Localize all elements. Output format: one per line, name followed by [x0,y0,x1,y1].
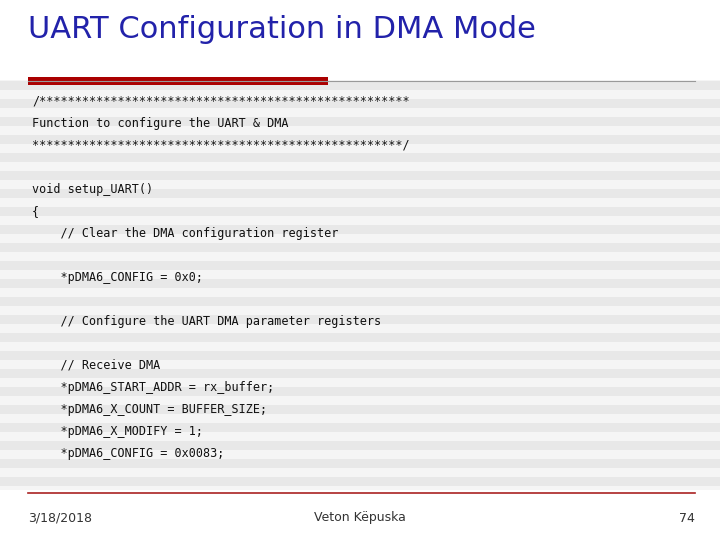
Bar [0,288,720,297]
Bar [0,90,720,99]
Bar [0,18,720,27]
Bar [0,486,720,495]
Bar [0,531,720,540]
Bar [0,144,720,153]
Text: UART Configuration in DMA Mode: UART Configuration in DMA Mode [28,16,536,44]
Text: // Clear the DMA configuration register: // Clear the DMA configuration register [32,227,338,240]
Bar [0,324,720,333]
Bar [0,0,720,80]
Text: *pDMA6_X_MODIFY = 1;: *pDMA6_X_MODIFY = 1; [32,425,203,438]
Bar [0,333,720,342]
Bar [0,189,720,198]
Bar [0,252,720,261]
Bar [0,405,720,414]
Bar [0,468,720,477]
Text: void setup_UART(): void setup_UART() [32,183,153,196]
Text: 74: 74 [679,511,695,524]
Bar [0,261,720,270]
Text: Function to configure the UART & DMA: Function to configure the UART & DMA [32,117,289,130]
Bar [0,0,720,9]
Bar [0,63,720,72]
Bar [0,459,720,468]
Bar [0,234,720,243]
Bar [0,423,720,432]
Bar [28,77,328,85]
Bar [0,396,720,405]
Bar [0,171,720,180]
Bar [0,450,720,459]
Bar [0,477,720,486]
Text: 3/18/2018: 3/18/2018 [28,511,92,524]
Bar [0,45,720,54]
Bar [0,387,720,396]
Bar [0,108,720,117]
Bar [0,490,720,540]
Text: *pDMA6_X_COUNT = BUFFER_SIZE;: *pDMA6_X_COUNT = BUFFER_SIZE; [32,403,267,416]
Bar [0,72,720,81]
Bar [0,441,720,450]
Text: // Receive DMA: // Receive DMA [32,359,161,372]
Bar [0,414,720,423]
Bar [0,522,720,531]
Bar [0,180,720,189]
Bar [0,54,720,63]
Text: {: { [32,205,39,218]
Bar [0,27,720,36]
Text: // Configure the UART DMA parameter registers: // Configure the UART DMA parameter regi… [32,315,381,328]
Bar [0,99,720,108]
Bar [0,369,720,378]
Bar [0,504,720,513]
Bar [0,207,720,216]
Bar [0,279,720,288]
Text: *pDMA6_CONFIG = 0x0083;: *pDMA6_CONFIG = 0x0083; [32,447,225,460]
Bar [0,9,720,18]
Bar [0,36,720,45]
Bar [0,297,720,306]
Text: *pDMA6_START_ADDR = rx_buffer;: *pDMA6_START_ADDR = rx_buffer; [32,381,274,394]
Bar [0,135,720,144]
Bar [0,81,720,90]
Bar [0,270,720,279]
Bar [0,198,720,207]
Bar [0,243,720,252]
Text: *pDMA6_CONFIG = 0x0;: *pDMA6_CONFIG = 0x0; [32,271,203,284]
Text: Veton Këpuska: Veton Këpuska [314,511,406,524]
Bar [0,117,720,126]
Bar [0,378,720,387]
Bar [0,126,720,135]
Bar [0,432,720,441]
Bar [0,153,720,162]
Bar [0,513,720,522]
Bar [0,306,720,315]
Text: /****************************************************: /***************************************… [32,95,410,108]
Bar [0,360,720,369]
Text: ****************************************************/: ****************************************… [32,139,410,152]
Bar [0,315,720,324]
Bar [0,342,720,351]
Bar [0,225,720,234]
Bar [0,495,720,504]
Bar [0,216,720,225]
Bar [0,162,720,171]
Bar [0,351,720,360]
